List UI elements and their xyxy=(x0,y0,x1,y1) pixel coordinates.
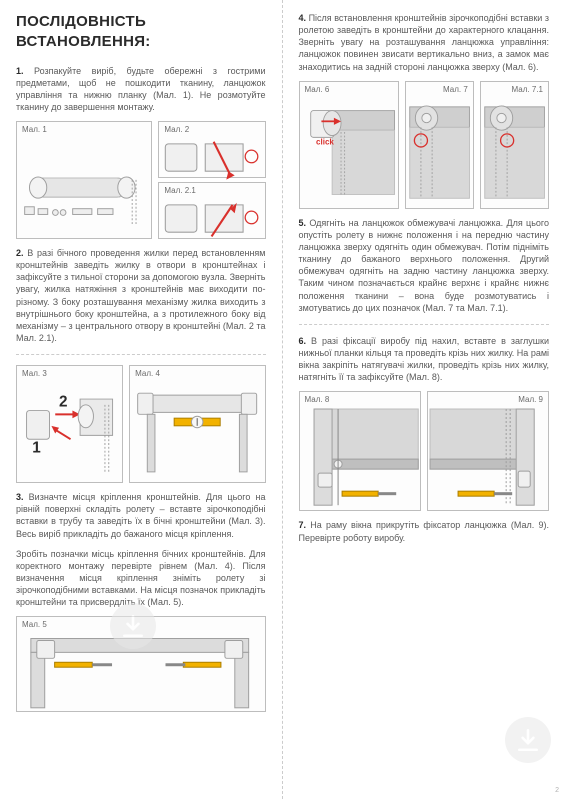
svg-text:1: 1 xyxy=(32,440,41,457)
watermark-icon xyxy=(110,603,156,649)
left-column: ПОСЛІДОВНІСТЬ ВСТАНОВЛЕННЯ: 1. Розпакуйт… xyxy=(0,0,283,799)
figure-2-label: Мал. 2 xyxy=(159,122,264,136)
figure-7: Мал. 7 xyxy=(405,81,474,209)
figure-3-label: Мал. 3 xyxy=(17,366,122,380)
figure-2-1: Мал. 2.1 xyxy=(158,182,265,239)
svg-text:2: 2 xyxy=(59,394,68,411)
paragraph-4: 4. Після встановлення кронштейнів зірочк… xyxy=(299,12,550,73)
figure-7-1-label: Мал. 7.1 xyxy=(481,82,548,96)
figure-9-label: Мал. 9 xyxy=(428,392,548,406)
figure-1-label: Мал. 1 xyxy=(17,122,151,136)
figure-6: Мал. 6 click xyxy=(299,81,399,209)
figure-row-8-9: Мал. 8 Мал. 9 xyxy=(299,391,550,511)
figure-1: Мал. 1 xyxy=(16,121,152,239)
figure-3: Мал. 3 1 2 xyxy=(16,365,123,483)
figure-8-label: Мал. 8 xyxy=(300,392,420,406)
paragraph-1: 1. Розпакуйте виріб, будьте обережні з г… xyxy=(16,65,266,114)
page-number: 2 xyxy=(555,786,559,795)
paragraph-3b: Зробіть позначки місць кріплення бічних … xyxy=(16,548,266,609)
divider-left xyxy=(16,354,266,355)
figure-8: Мал. 8 xyxy=(299,391,421,511)
figure-row-1-2: Мал. 1 xyxy=(16,121,266,239)
figure-row-6-7: Мал. 6 click Мал. 7 xyxy=(299,81,550,209)
watermark-icon-2 xyxy=(505,717,551,763)
paragraph-7: 7. На раму вікна прикрутіть фіксатор лан… xyxy=(299,519,550,543)
figure-4-label: Мал. 4 xyxy=(130,366,264,380)
figure-4: Мал. 4 xyxy=(129,365,265,483)
divider-right xyxy=(299,324,550,325)
paragraph-5: 5. Одягніть на ланцюжок обмежувачі ланцю… xyxy=(299,217,550,314)
figure-9: Мал. 9 xyxy=(427,391,549,511)
svg-text:click: click xyxy=(316,137,334,146)
figure-7-label: Мал. 7 xyxy=(406,82,473,96)
paragraph-6: 6. В разі фіксації виробу під нахил, вст… xyxy=(299,335,550,384)
figure-6-label: Мал. 6 xyxy=(300,82,398,96)
page-title: ПОСЛІДОВНІСТЬ ВСТАНОВЛЕННЯ: xyxy=(16,12,266,53)
right-column: 4. Після встановлення кронштейнів зірочк… xyxy=(283,0,565,799)
figure-2-1-label: Мал. 2.1 xyxy=(159,183,264,197)
paragraph-3a: 3. Визначте місця кріплення кронштейнів.… xyxy=(16,491,266,540)
figure-row-3-4: Мал. 3 1 2 xyxy=(16,365,266,483)
paragraph-2: 2. В разі бічного проведення жилки перед… xyxy=(16,247,266,344)
figure-7-1: Мал. 7.1 xyxy=(480,81,549,209)
figure-2: Мал. 2 xyxy=(158,121,265,178)
